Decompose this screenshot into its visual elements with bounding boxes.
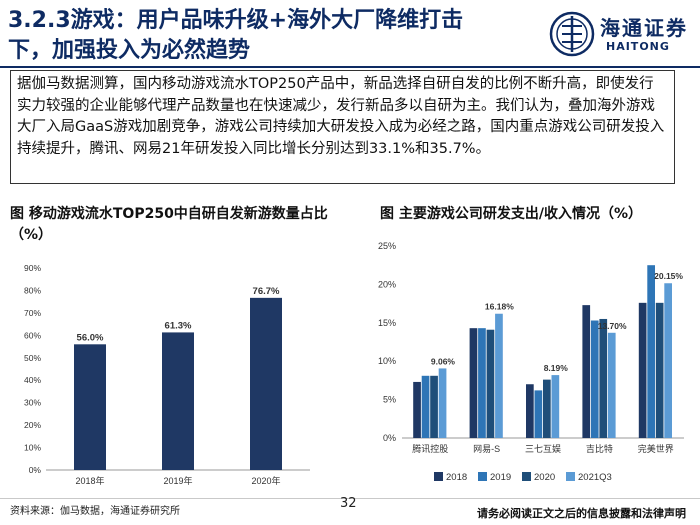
bar-2021Q3-0 [438,368,447,438]
y-tick-label: 50% [24,353,41,363]
chart-2-rd-ratio: 0% 5% 10% 15% 20% 25% 9.06% 腾讯控股 16.18% 网易-S 8.19%… [378,241,684,483]
bar-2020-3 [599,318,608,438]
bar-2020-0 [430,375,438,438]
y-tick-label: 15% [378,318,396,328]
logo-text-en: HAITONG [606,40,670,53]
title-divider [0,66,700,68]
bar-2021Q3-2 [551,375,560,438]
haitong-logo-icon [549,11,595,57]
bar-2020-2 [543,379,551,438]
haitong-logo: 海通证券 HAITONG [548,8,688,60]
bar-2019-3 [590,320,599,438]
bar-2018-2 [526,384,534,438]
bar-2019-4 [647,265,655,438]
x-tick-label: 腾讯控股 [412,443,448,454]
bar-2019-0 [421,375,430,438]
bar-2018-3 [582,305,591,438]
legend-label: 2019 [490,472,511,483]
bar-2018-4 [638,302,647,438]
summary-box: 据伽马数据测算，国内移动游戏流水TOP250产品中，新品选择自研自发的比例不断升… [10,70,675,184]
chart-1-title: 图 移动游戏流水TOP250中自研自发新游数量占比（%） [10,206,328,243]
y-tick-label: 40% [24,375,41,385]
bar-1 [162,332,194,470]
x-tick-label: 网易-S [473,444,500,454]
page-number: 32 [340,496,357,511]
y-tick-label: 90% [24,263,41,273]
chart-2-title: 图 主要游戏公司研发支出/收入情况（%） [380,206,643,222]
bar-2021Q3-3 [607,332,616,438]
bar-2021Q3-4 [664,283,672,438]
data-label: 56.0% [77,332,104,343]
x-tick-label: 2019年 [163,475,192,486]
bar-2020-1 [486,329,495,438]
bar-2018-1 [469,328,478,438]
bar-2018-0 [413,381,421,438]
legend-label: 2021Q3 [578,472,612,483]
footer-divider [0,498,700,499]
bar-0 [74,344,106,470]
x-tick-label: 完美世界 [638,443,674,454]
y-tick-label: 20% [378,279,396,289]
page-title-line-1: 3.2.3游戏：用户品味升级+海外大厂降维打击 [8,8,464,33]
y-tick-label: 0% [383,433,396,443]
x-tick-label: 2020年 [251,475,280,486]
y-tick-label: 5% [383,395,396,405]
legend-label: 2018 [446,472,467,483]
legend-swatch-2018 [434,472,443,481]
legend-label: 2020 [534,472,555,483]
y-tick-label: 70% [24,308,41,318]
data-label: 16.18% [485,302,514,312]
y-tick-label: 60% [24,330,41,340]
y-tick-label: 0% [29,465,42,475]
page-title-line-2: 下，加强投入为必然趋势 [8,38,251,63]
y-tick-label: 10% [378,356,396,366]
chart-1-self-developed-share: 0% 10% 20% 30% 40% 50% 60% 70% 80% 90% 56.0% 2018年 6… [24,263,310,486]
bar-2019-1 [478,328,486,438]
footer-source: 资料来源：伽马数据，海通证券研究所 [10,506,180,517]
bar-2 [250,297,282,470]
disclaimer: 请务必阅读正文之后的信息披露和法律声明 [477,507,686,520]
data-label: 8.19% [544,363,569,373]
x-tick-label: 三七互娱 [525,443,561,454]
y-tick-label: 10% [24,443,41,453]
data-label: 61.3% [165,320,192,331]
y-tick-label: 80% [24,285,41,295]
page-title: 3.2.3游戏：用户品味升级+海外大厂降维打击 下，加强投入为必然趋势 [8,6,528,66]
data-label: 20.15% [654,271,683,281]
y-tick-label: 30% [24,398,41,408]
logo-text-cn: 海通证券 [600,16,688,40]
bar-2019-2 [534,390,543,438]
data-label: 9.06% [431,356,456,366]
data-label: 13.70% [598,321,627,331]
x-tick-label: 吉比特 [586,443,613,454]
x-tick-label: 2018年 [75,475,104,486]
bar-2021Q3-1 [495,313,503,438]
bar-2020-4 [655,302,664,438]
summary-text: 据伽马数据测算，国内移动游戏流水TOP250产品中，新品选择自研自发的比例不断升… [17,76,665,157]
legend-swatch-2020 [522,472,531,481]
data-label: 76.7% [253,286,280,297]
y-tick-label: 20% [24,420,41,430]
legend-swatch-2019 [478,472,487,481]
y-tick-label: 25% [378,241,396,251]
legend-swatch-2021Q3 [566,472,575,481]
